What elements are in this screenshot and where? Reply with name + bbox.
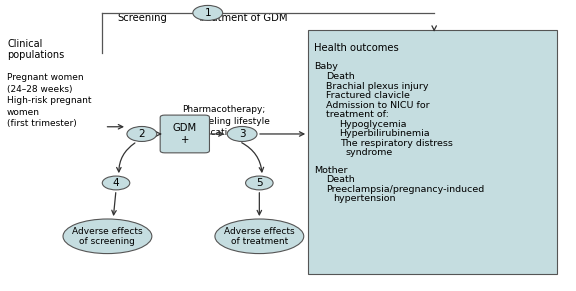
Text: Death: Death [327,175,355,184]
Text: Brachial plexus injury: Brachial plexus injury [327,81,429,91]
Circle shape [245,176,273,190]
Text: Admission to NICU for: Admission to NICU for [327,100,430,109]
Circle shape [228,127,257,141]
Text: treatment of:: treatment of: [327,110,389,119]
Text: The respiratory distress: The respiratory distress [340,139,453,148]
Circle shape [127,127,157,141]
Text: Baby: Baby [314,62,338,71]
Text: 1: 1 [204,8,211,18]
Text: Pregnant women
(24–28 weeks)
High-risk pregnant
women
(first trimester): Pregnant women (24–28 weeks) High-risk p… [7,73,92,128]
Circle shape [193,6,223,20]
Text: Hyperbilirubinemia: Hyperbilirubinemia [340,129,430,138]
Text: GDM
+: GDM + [173,123,197,145]
Text: 3: 3 [239,129,245,139]
Circle shape [103,176,130,190]
Text: Adverse effects
of treatment: Adverse effects of treatment [224,227,295,246]
Text: Screening: Screening [117,13,167,24]
Text: Clinical
populations: Clinical populations [7,39,65,61]
Text: 2: 2 [138,129,145,139]
Text: Preeclampsia/pregnancy-induced: Preeclampsia/pregnancy-induced [327,185,484,194]
Ellipse shape [63,219,152,253]
Text: Pharmacotherapy;
counseling lifestyle
modifications: Pharmacotherapy; counseling lifestyle mo… [182,105,270,137]
Text: Fractured clavicle: Fractured clavicle [327,91,410,100]
Text: Death: Death [327,72,355,81]
Text: Health outcomes: Health outcomes [314,43,399,53]
Text: 4: 4 [113,178,119,188]
FancyBboxPatch shape [160,115,210,153]
Text: 5: 5 [256,178,263,188]
Text: Treatment of GDM: Treatment of GDM [197,13,287,24]
Text: hypertension: hypertension [333,194,395,203]
Text: Adverse effects
of screening: Adverse effects of screening [72,227,143,246]
Text: Hypoglycemia: Hypoglycemia [340,120,407,129]
FancyBboxPatch shape [308,30,558,274]
Text: syndrome: syndrome [346,148,393,157]
Ellipse shape [215,219,304,253]
Text: Mother: Mother [314,166,347,175]
